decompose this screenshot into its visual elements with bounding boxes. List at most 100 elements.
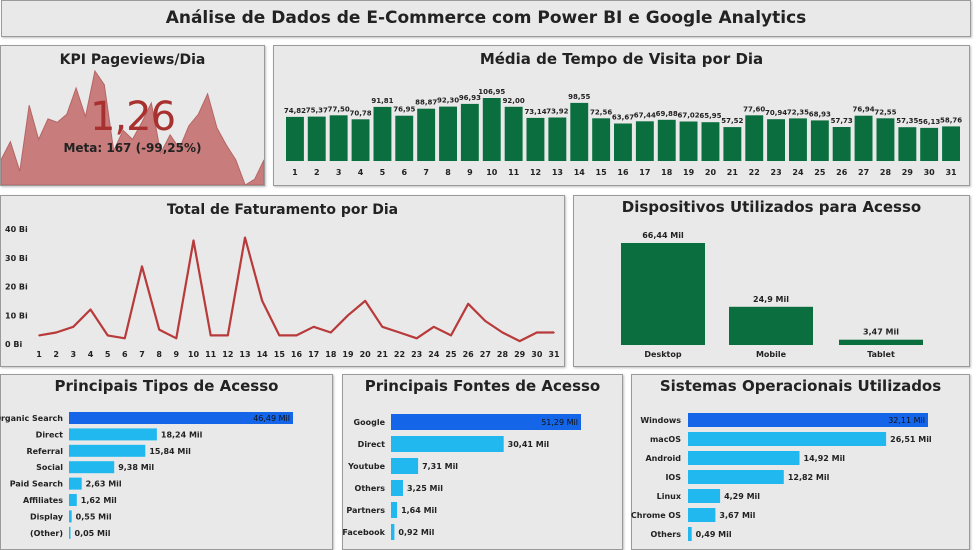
visit-time-panel[interactable]: Média de Tempo de Visita por Dia 74,82 1 7…: [273, 45, 970, 186]
os-bar: [688, 470, 784, 484]
device-category-label: Mobile: [756, 350, 787, 359]
access-type-value-label: 15,84 Mil: [149, 447, 191, 456]
visit-time-day-label: 29: [902, 168, 914, 177]
os-value-label: 32,11 Mil: [888, 416, 925, 425]
source-bar: [391, 480, 403, 496]
visit-time-bar: [832, 127, 851, 161]
revenue-x-tick: 22: [394, 350, 405, 359]
visit-time-day-label: 8: [445, 168, 451, 177]
revenue-x-tick: 17: [308, 350, 319, 359]
source-bar: [391, 414, 581, 430]
source-category-label: Partners: [346, 506, 385, 515]
os-bar: [688, 489, 721, 503]
revenue-point: [433, 326, 435, 328]
visit-time-bar: [504, 106, 523, 161]
visit-time-day-label: 22: [749, 168, 760, 177]
revenue-panel[interactable]: Total de Faturamento por Dia 0 Bi 10 Bi 20…: [0, 195, 565, 367]
visit-time-day-label: 23: [771, 168, 782, 177]
visit-time-value-label: 91,81: [371, 97, 393, 105]
revenue-point: [141, 265, 143, 268]
access-type-value-label: 1,62 Mil: [81, 496, 117, 505]
visit-time-value-label: 92,00: [503, 97, 525, 105]
access-type-bar: [69, 510, 72, 523]
visit-time-value-label: 70,78: [349, 109, 371, 117]
visit-time-day-label: 6: [402, 168, 408, 177]
os-bar: [688, 451, 800, 465]
visit-time-day-label: 27: [858, 168, 869, 177]
access-type-category-label: Paid Search: [10, 480, 64, 489]
source-category-label: Facebook: [342, 528, 385, 537]
visit-time-bar: [329, 115, 348, 161]
os-value-label: 4,29 Mil: [724, 492, 760, 501]
access-type-bar: [69, 494, 77, 506]
visit-time-bar: [373, 106, 392, 161]
source-category-label: Youtube: [347, 462, 385, 471]
source-category-label: Direct: [358, 440, 385, 449]
access-type-value-label: 0,05 Mil: [75, 529, 111, 538]
visit-time-value-label: 92,30: [437, 97, 459, 105]
os-title: Sistemas Operacionais Utilizados: [659, 377, 942, 395]
revenue-x-tick: 20: [360, 350, 372, 359]
revenue-x-tick: 18: [325, 350, 337, 359]
source-value-label: 3,25 Mil: [407, 484, 443, 493]
revenue-point: [536, 331, 538, 334]
visit-time-bar: [460, 103, 479, 161]
visit-time-value-label: 70,94: [765, 109, 787, 117]
revenue-point: [450, 334, 452, 337]
kpi-pageviews-panel[interactable]: KPI Pageviews/Dia 1,26 Meta: 167 (-99,25…: [0, 45, 265, 186]
visit-time-value-label: 75,37: [306, 107, 328, 115]
os-category-label: Android: [645, 454, 681, 463]
revenue-y-tick: 40 Bi: [5, 225, 28, 234]
visit-time-value-label: 74,82: [284, 107, 306, 115]
revenue-x-tick: 16: [291, 350, 303, 359]
access-type-value-label: 9,38 Mil: [118, 463, 154, 472]
visit-time-value-label: 76,95: [393, 106, 415, 114]
revenue-x-tick: 11: [205, 350, 217, 359]
visit-time-bar: [482, 98, 501, 161]
revenue-point: [158, 328, 160, 331]
os-panel[interactable]: Sistemas Operacionais Utilizados Windows…: [631, 374, 970, 550]
os-category-label: macOS: [650, 435, 681, 444]
visit-time-value-label: 73,92: [546, 107, 568, 115]
sources-panel[interactable]: Principais Fontes de Acesso Google 51,29 …: [342, 374, 623, 550]
devices-panel[interactable]: Dispositivos Utilizados para Acesso 66,4…: [573, 195, 970, 367]
revenue-x-tick: 27: [480, 350, 491, 359]
os-category-label: Chrome OS: [631, 511, 681, 520]
visit-time-day-label: 15: [596, 168, 608, 177]
visit-time-value-label: 67,02: [678, 112, 700, 120]
revenue-point: [415, 337, 418, 340]
source-value-label: 30,41 Mil: [508, 440, 550, 449]
visit-time-bar: [526, 117, 545, 161]
sources-chart: Google 51,29 Mil Direct 30,41 Mil Youtube 7,3…: [342, 414, 581, 540]
revenue-x-tick: 5: [105, 350, 111, 359]
visit-time-day-label: 26: [836, 168, 848, 177]
visit-time-day-label: 31: [945, 168, 957, 177]
visit-time-day-label: 11: [508, 168, 520, 177]
access-types-chart: Organic Search 46,49 Mil Direct 18,24 Mil Re…: [0, 412, 293, 539]
revenue-point: [312, 326, 315, 328]
revenue-x-tick: 29: [514, 350, 526, 359]
access-type-value-label: 0,55 Mil: [76, 512, 112, 521]
visit-time-bar: [439, 106, 457, 161]
source-category-label: Google: [354, 418, 386, 427]
visit-time-day-label: 30: [924, 168, 936, 177]
revenue-point: [227, 334, 229, 337]
revenue-point: [244, 236, 246, 239]
visit-time-bar: [854, 115, 873, 161]
visit-time-day-label: 3: [336, 168, 342, 177]
revenue-point: [381, 326, 384, 328]
revenue-x-tick: 24: [428, 350, 440, 359]
visit-time-bar: [592, 118, 611, 161]
revenue-x-tick: 8: [156, 350, 162, 359]
visit-time-day-label: 16: [617, 168, 629, 177]
device-value-label: 66,44 Mil: [642, 231, 684, 240]
visit-time-value-label: 73,14: [524, 108, 546, 116]
os-value-label: 0,49 Mil: [696, 530, 732, 539]
revenue-x-tick: 6: [122, 350, 128, 359]
visit-time-bar: [307, 116, 326, 161]
access-type-bar: [69, 428, 157, 441]
access-types-panel[interactable]: Principais Tipos de Acesso Organic Searc…: [0, 374, 333, 550]
visit-time-bar: [286, 116, 304, 161]
visit-time-value-label: 57,52: [721, 117, 743, 125]
visit-time-bar: [614, 123, 632, 161]
